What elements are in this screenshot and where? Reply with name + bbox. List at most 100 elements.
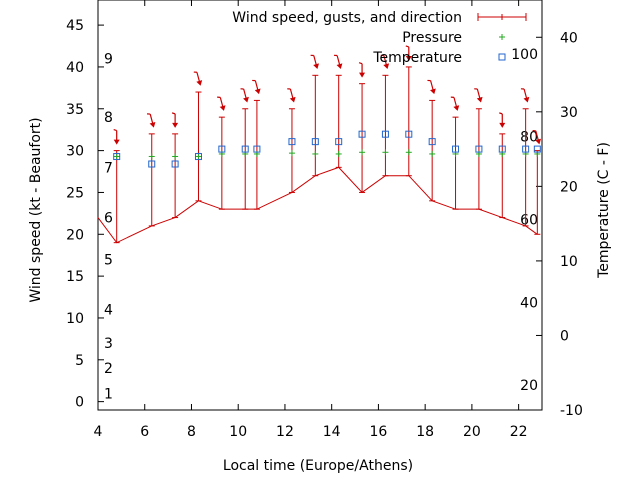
left-y-tick-label: 25	[66, 185, 84, 201]
arrow-head	[535, 138, 542, 145]
arrow-tail	[520, 88, 525, 90]
beaufort-label: 6	[104, 211, 113, 227]
arrow-tail	[147, 113, 151, 115]
beaufort-scale-labels: 1 2 3 4 5 6 7 8 9	[104, 52, 113, 403]
wind-direction-arrow	[474, 88, 483, 103]
left-y-axis-title: Wind speed (kt - Beaufort)	[28, 117, 44, 302]
left-y-tick-label: 5	[75, 353, 84, 369]
legend-temperature-square	[498, 53, 506, 61]
left-y-tick-label: 35	[66, 102, 84, 118]
left-y-tick-label: 15	[66, 269, 84, 285]
temperature-point	[253, 145, 261, 153]
arrow-tail	[474, 88, 478, 90]
right-y-tick-label: 20	[560, 179, 578, 195]
wind-direction-arrow	[358, 62, 366, 78]
plot-frame	[97, 0, 543, 411]
left-y-axis-ticks: 0 5 10 15 20 25 30 35 40 45	[66, 18, 104, 411]
x-axis-title: Local time (Europe/Athens)	[223, 458, 413, 474]
legend-label-pressure: Pressure	[402, 30, 462, 46]
left-y-tick-label: 30	[66, 144, 84, 160]
x-tick-label: 4	[94, 424, 103, 440]
arrow-head	[196, 80, 203, 86]
arrow-tail	[287, 88, 291, 90]
arrow-tail	[499, 112, 503, 115]
temperature-point	[475, 145, 483, 153]
temperature-point	[452, 145, 460, 153]
wind-direction-arrow	[405, 45, 412, 61]
x-tick-label: 12	[276, 424, 294, 440]
left-y-tick-label: 45	[66, 18, 84, 34]
beaufort-label: 2	[104, 361, 113, 377]
x-tick-label: 16	[370, 424, 388, 440]
right-y-tick-label: 0	[560, 328, 569, 344]
right-y-tick-label: 10	[560, 254, 578, 270]
wind-direction-arrow	[240, 88, 249, 103]
temperature-point	[311, 138, 319, 146]
arrow-head	[219, 105, 226, 111]
arrow-tail	[171, 112, 176, 115]
fahrenheit-label: 80	[520, 130, 538, 146]
beaufort-label: 3	[104, 336, 113, 352]
arrow-tail	[113, 129, 117, 132]
temperature-point	[241, 145, 249, 153]
wind-direction-arrow	[520, 88, 530, 103]
arrow-head	[523, 96, 530, 103]
arrow-tail	[310, 54, 314, 57]
left-y-tick-label: 0	[75, 395, 84, 411]
arrow-tail	[405, 45, 409, 48]
arrow-tail	[333, 54, 338, 57]
fahrenheit-label: 100	[511, 47, 538, 63]
right-y-tick-label: 40	[560, 30, 578, 46]
wind-direction-arrows	[113, 45, 542, 145]
arrow-head	[359, 72, 366, 78]
left-y-tick-label: 10	[66, 311, 84, 327]
wind-direction-arrow	[499, 112, 506, 128]
temperature-series	[113, 130, 541, 168]
temperature-point	[171, 160, 179, 168]
wind-direction-arrow	[532, 130, 542, 145]
arrow-tail	[380, 54, 384, 57]
x-tick-label: 6	[140, 424, 149, 440]
wind-direction-arrow	[252, 79, 261, 95]
temperature-point	[288, 138, 296, 146]
temperature-point	[113, 153, 121, 161]
arrow-head	[113, 139, 120, 145]
legend-label-wind: Wind speed, gusts, and direction	[232, 10, 462, 26]
arrow-tail	[193, 71, 197, 73]
wind-direction-arrow	[427, 79, 436, 95]
arrow-head	[243, 96, 249, 103]
temperature-point	[498, 145, 506, 153]
temperature-point	[218, 145, 226, 153]
temperature-point	[405, 130, 413, 138]
beaufort-label: 4	[104, 303, 113, 319]
legend: Wind speed, gusts, and direction Pressur…	[232, 10, 527, 66]
beaufort-label: 9	[104, 52, 113, 68]
beaufort-label: 5	[104, 252, 113, 268]
right-y-axis-title: Temperature (C - F)	[596, 142, 612, 279]
x-tick-label: 20	[463, 424, 481, 440]
fahrenheit-label: 60	[520, 212, 538, 228]
temperature-point	[522, 145, 530, 153]
arrow-head	[453, 105, 460, 111]
wind-direction-arrow	[113, 129, 120, 145]
arrow-tail	[532, 130, 536, 132]
x-tick-label: 8	[187, 424, 196, 440]
wind-direction-arrow	[171, 112, 179, 128]
beaufort-label: 8	[104, 110, 113, 126]
temperature-point	[428, 138, 436, 146]
arrow-tail	[450, 96, 455, 98]
temperature-point	[533, 145, 541, 153]
x-axis-ticks: 4 6 8 10 12 14 16 18 20 22	[94, 0, 528, 440]
arrow-head	[289, 96, 296, 103]
legend-wind-sample	[477, 13, 527, 21]
right-y-axis-ticks: -10 0 10 20 30 40	[536, 30, 583, 419]
arrow-head	[254, 88, 261, 95]
arrow-head	[499, 122, 506, 128]
arrow-head	[476, 96, 483, 103]
temperature-point	[358, 130, 366, 138]
wind-direction-arrow	[450, 96, 460, 111]
beaufort-label: 1	[104, 386, 113, 402]
fahrenheit-label: 40	[520, 295, 538, 311]
